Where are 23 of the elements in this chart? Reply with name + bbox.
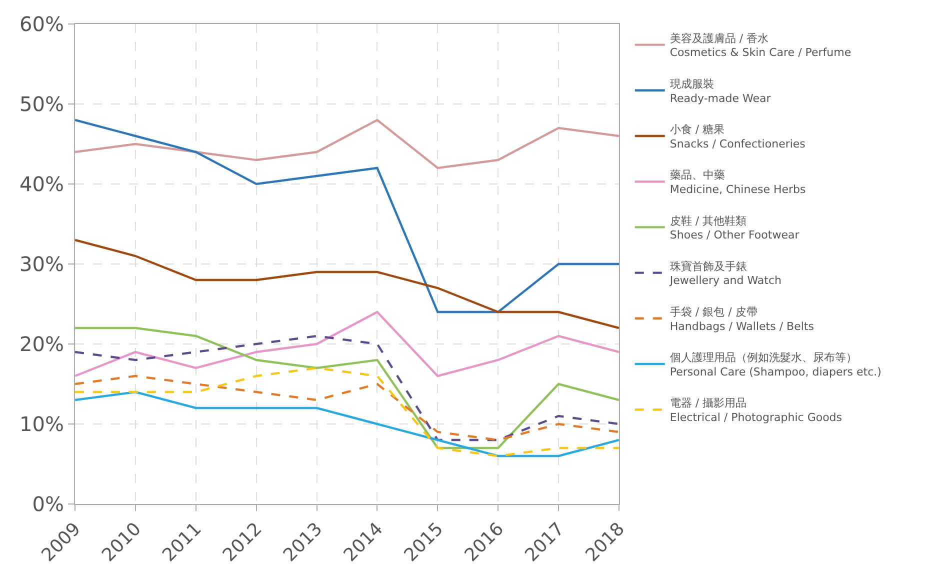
legend-label: 皮鞋 / 其他鞋類 Shoes / Other Footwear: [670, 214, 800, 242]
line-series: [75, 374, 619, 442]
line-series: [75, 118, 619, 314]
legend-label: 小食 / 糖果 Snacks / Confectioneries: [670, 123, 806, 150]
line-series: [75, 118, 619, 170]
y-tick-label: 40%: [20, 172, 64, 196]
legend-label: 手袋 / 銀包 / 皮帶 Handbags / Wallets / Belts: [670, 306, 814, 333]
y-tick-label: 0%: [32, 492, 64, 516]
legend-label: 現成服裝 Ready-made Wear: [670, 78, 772, 105]
legend-label: 美容及護膚品 / 香水 Cosmetics & Skin Care / Perfume: [670, 32, 852, 60]
line-series: [75, 390, 619, 458]
legend-label: 個人護理用品（例如洗髮水、尿布等） Personal Care (Shampoo, diapers etc.): [670, 351, 882, 378]
line-series: [75, 238, 619, 330]
y-tick-label: 20%: [20, 332, 64, 356]
y-tick-label: 30%: [20, 252, 64, 276]
legend-label: 珠寶首飾及手錶 Jewellery and Watch: [668, 260, 782, 288]
y-tick-label: 50%: [20, 92, 64, 116]
line-series: [75, 366, 619, 458]
y-tick-label: 60%: [20, 12, 64, 36]
line-series: [75, 310, 619, 378]
legend-label: 電器 / 攝影用品 Electrical / Photographic Goods: [670, 396, 842, 424]
y-tick-label: 10%: [20, 412, 64, 436]
legend-label: 藥品、中藥 Medicine, Chinese Herbs: [670, 168, 806, 196]
